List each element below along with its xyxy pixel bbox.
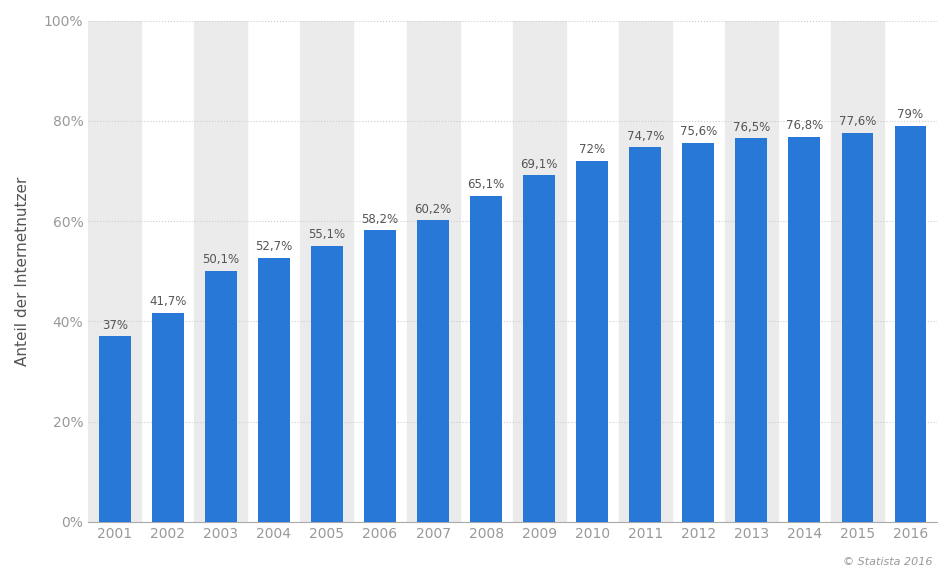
Bar <box>417 220 449 522</box>
Text: 52,7%: 52,7% <box>255 240 292 253</box>
Bar <box>301 21 353 522</box>
Bar <box>524 175 555 522</box>
Bar <box>311 246 343 522</box>
Text: 74,7%: 74,7% <box>626 130 664 143</box>
Bar <box>683 143 714 522</box>
Bar <box>831 21 884 522</box>
Text: 75,6%: 75,6% <box>680 125 717 138</box>
Bar <box>724 21 778 522</box>
Bar <box>205 270 237 522</box>
Text: 72%: 72% <box>579 143 605 156</box>
Bar <box>619 21 672 522</box>
Text: 41,7%: 41,7% <box>149 295 187 308</box>
Text: 37%: 37% <box>102 319 128 332</box>
Text: 50,1%: 50,1% <box>203 253 240 266</box>
Bar <box>576 161 608 522</box>
Text: © Statista 2016: © Statista 2016 <box>843 558 933 567</box>
Bar <box>99 336 130 522</box>
Text: 65,1%: 65,1% <box>467 178 505 191</box>
Text: 58,2%: 58,2% <box>362 213 399 226</box>
Bar <box>895 126 926 522</box>
Bar <box>194 21 248 522</box>
Bar <box>407 21 460 522</box>
Text: 60,2%: 60,2% <box>414 203 451 215</box>
Text: 76,8%: 76,8% <box>785 119 823 132</box>
Bar <box>258 258 289 522</box>
Text: 79%: 79% <box>898 108 923 121</box>
Bar <box>842 133 873 522</box>
Bar <box>89 21 141 522</box>
Text: 55,1%: 55,1% <box>308 228 346 241</box>
Text: 69,1%: 69,1% <box>521 158 558 171</box>
Bar <box>629 147 661 522</box>
Text: 76,5%: 76,5% <box>733 121 770 134</box>
Text: 77,6%: 77,6% <box>839 115 876 128</box>
Bar <box>470 195 502 522</box>
Bar <box>788 137 821 522</box>
Bar <box>736 138 767 522</box>
Y-axis label: Anteil der Internetnutzer: Anteil der Internetnutzer <box>15 176 30 366</box>
Bar <box>364 230 396 522</box>
Bar <box>512 21 565 522</box>
Bar <box>152 313 184 522</box>
